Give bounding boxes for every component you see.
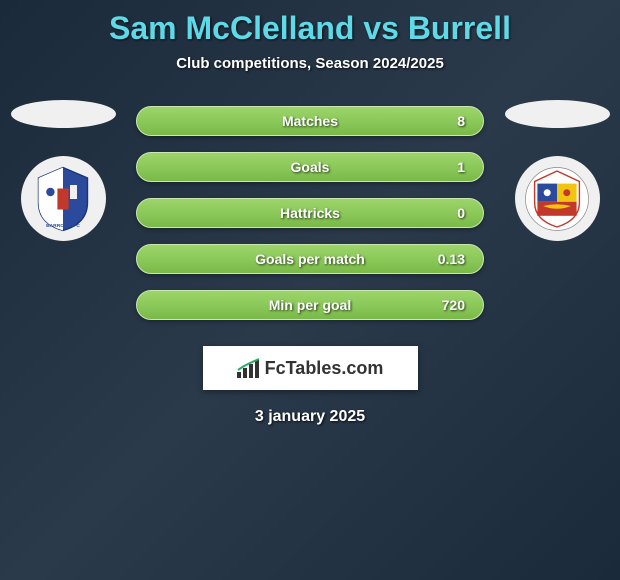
stat-pill-goals: Goals 1 xyxy=(136,152,484,182)
stats-column: Matches 8 Goals 1 Hattricks 0 Goals per … xyxy=(118,106,502,320)
shield-icon: BARROW AFC xyxy=(28,164,98,234)
brand-logo-box: FcTables.com xyxy=(203,346,418,390)
stat-pill-hattricks: Hattricks 0 xyxy=(136,198,484,228)
chart-icon xyxy=(237,358,261,378)
stat-label: Min per goal xyxy=(269,297,351,313)
stat-value: 720 xyxy=(442,297,465,313)
page-subtitle: Club competitions, Season 2024/2025 xyxy=(0,55,620,72)
brand-text: FcTables.com xyxy=(265,358,384,379)
date-label: 3 january 2025 xyxy=(0,408,620,426)
player-silhouette-left xyxy=(11,100,116,128)
stat-value: 8 xyxy=(457,113,465,129)
player-silhouette-right xyxy=(505,100,610,128)
club-crest-left: BARROW AFC xyxy=(21,156,106,241)
brand-logo: FcTables.com xyxy=(237,358,384,379)
right-column xyxy=(502,100,612,241)
stat-value: 1 xyxy=(457,159,465,175)
stat-value: 0.13 xyxy=(438,251,465,267)
svg-text:BARROW AFC: BARROW AFC xyxy=(46,223,80,229)
shield-icon xyxy=(522,164,592,234)
page-title: Sam McClelland vs Burrell xyxy=(0,10,620,47)
stat-label: Matches xyxy=(282,113,338,129)
stat-pill-matches: Matches 8 xyxy=(136,106,484,136)
club-crest-right xyxy=(515,156,600,241)
stat-label: Hattricks xyxy=(280,205,340,221)
comparison-row: BARROW AFC Matches 8 Goals 1 Hattricks 0… xyxy=(0,100,620,320)
stat-pill-goals-per-match: Goals per match 0.13 xyxy=(136,244,484,274)
stat-label: Goals xyxy=(291,159,330,175)
left-column: BARROW AFC xyxy=(8,100,118,241)
stat-pill-min-per-goal: Min per goal 720 xyxy=(136,290,484,320)
stat-label: Goals per match xyxy=(255,251,365,267)
stat-value: 0 xyxy=(457,205,465,221)
